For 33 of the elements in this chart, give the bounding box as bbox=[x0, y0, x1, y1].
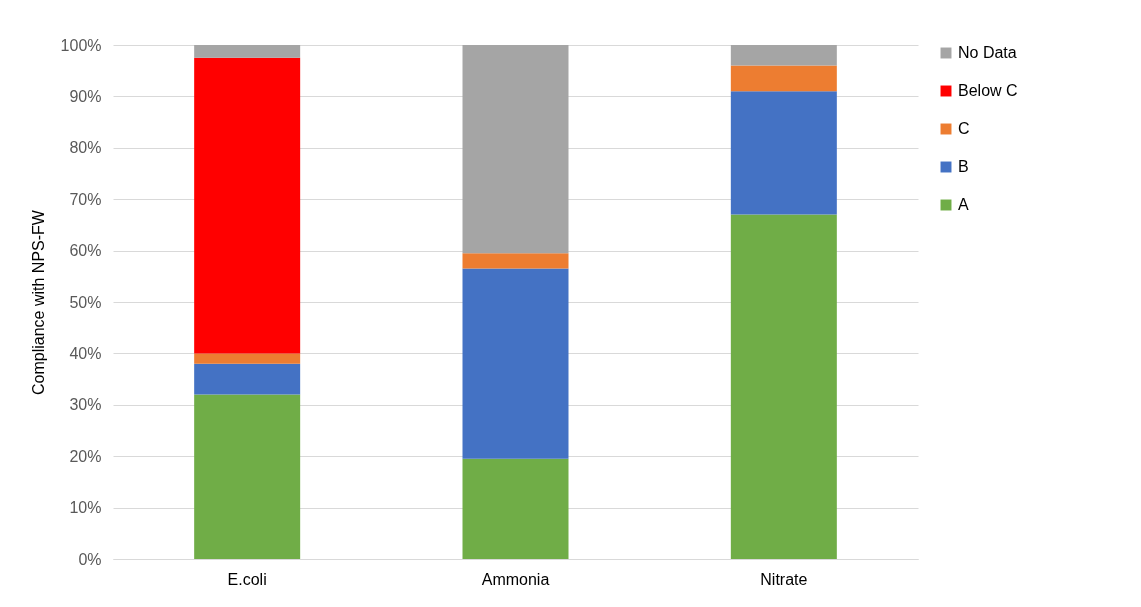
bar bbox=[462, 45, 569, 254]
legend-label: Below C bbox=[958, 82, 1018, 99]
bar bbox=[462, 268, 569, 459]
bar bbox=[194, 57, 301, 354]
y-tick-label: 70% bbox=[69, 190, 102, 208]
bar bbox=[462, 253, 569, 269]
bar bbox=[730, 91, 837, 215]
legend-label: No Data bbox=[958, 44, 1017, 61]
y-tick-label: 50% bbox=[69, 293, 102, 311]
y-tick-label: 40% bbox=[69, 344, 102, 362]
bar bbox=[730, 65, 837, 92]
x-tick-label: Ammonia bbox=[481, 570, 550, 588]
legend-label: B bbox=[958, 158, 969, 175]
bar bbox=[194, 363, 301, 395]
x-tick-label: Nitrate bbox=[760, 570, 808, 588]
y-tick-label: 80% bbox=[69, 139, 102, 157]
bar bbox=[730, 214, 837, 559]
y-tick-label: 10% bbox=[69, 499, 102, 517]
x-tick-label: E.coli bbox=[227, 570, 267, 588]
y-tick-label: 90% bbox=[69, 87, 102, 105]
y-tick-label: 0% bbox=[78, 550, 102, 568]
y-tick-label: 20% bbox=[69, 447, 102, 465]
bar bbox=[194, 353, 301, 364]
legend-label: A bbox=[958, 196, 969, 213]
y-tick-label: 60% bbox=[69, 242, 102, 260]
y-axis-title: Compliance with NPS-FW bbox=[29, 209, 47, 395]
legend-label: C bbox=[958, 120, 970, 137]
bar bbox=[194, 45, 301, 58]
y-tick-label: 100% bbox=[60, 36, 102, 54]
bar bbox=[730, 45, 837, 66]
bar bbox=[194, 394, 301, 559]
bar bbox=[462, 458, 569, 559]
y-tick-label: 30% bbox=[69, 396, 102, 414]
